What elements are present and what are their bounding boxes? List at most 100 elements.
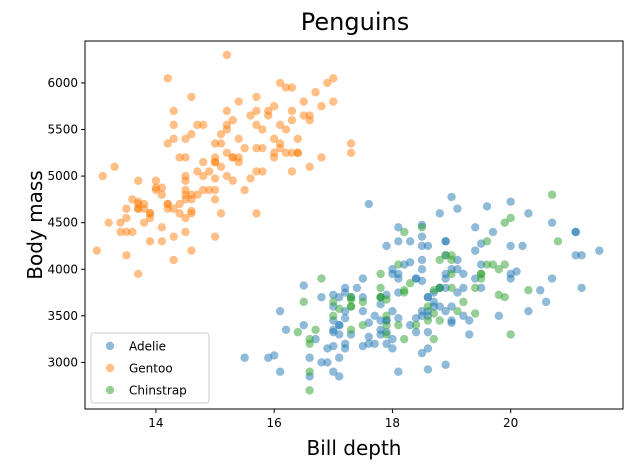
data-point-chinstrap <box>500 218 509 227</box>
data-point-chinstrap <box>423 302 433 311</box>
data-point-gentoo <box>216 209 226 218</box>
legend-marker-chinstrap <box>105 385 115 395</box>
data-point-adelie <box>340 313 350 323</box>
data-point-gentoo <box>128 227 137 237</box>
data-point-chinstrap <box>376 283 385 293</box>
data-point-gentoo <box>329 74 338 83</box>
ticks-layer: 14 16 18 20 3000 3500 4000 4500 5000 5500 6000 <box>47 76 518 430</box>
data-point-adelie <box>471 246 480 255</box>
data-point-adelie <box>465 330 474 339</box>
data-point-gentoo <box>134 197 143 206</box>
data-point-gentoo <box>240 143 249 153</box>
data-point-gentoo <box>98 171 107 181</box>
data-point-adelie <box>394 313 403 323</box>
data-point-adelie <box>512 267 521 276</box>
data-point-chinstrap <box>506 330 515 339</box>
series-adelie <box>240 192 604 381</box>
data-point-adelie <box>476 283 486 293</box>
data-point-adelie <box>423 327 433 337</box>
data-point-gentoo <box>311 88 320 97</box>
x-tick-label: 20 <box>503 416 518 430</box>
data-point-adelie <box>352 283 362 293</box>
data-point-gentoo <box>187 129 196 139</box>
data-point-chinstrap <box>358 297 368 307</box>
data-point-adelie <box>577 251 586 260</box>
data-point-gentoo <box>151 176 161 185</box>
data-point-gentoo <box>222 120 232 130</box>
data-point-gentoo <box>169 120 178 130</box>
data-point-adelie <box>494 311 504 321</box>
data-point-gentoo <box>175 209 184 218</box>
data-point-chinstrap <box>358 320 368 330</box>
data-point-adelie <box>317 358 326 367</box>
y-tick-label: 4000 <box>47 262 78 276</box>
data-point-adelie <box>541 297 551 307</box>
data-point-adelie <box>547 274 557 283</box>
data-point-chinstrap <box>411 320 421 330</box>
data-point-adelie <box>471 223 480 232</box>
data-point-adelie <box>382 241 391 251</box>
data-point-gentoo <box>104 218 113 227</box>
data-point-adelie <box>453 204 462 213</box>
data-point-gentoo <box>181 153 190 162</box>
x-tick-label: 16 <box>267 416 282 430</box>
data-point-adelie <box>329 325 338 335</box>
data-point-adelie <box>299 281 308 290</box>
data-point-gentoo <box>204 185 214 195</box>
data-point-gentoo <box>157 223 167 232</box>
data-point-adelie <box>447 192 456 202</box>
data-point-gentoo <box>269 134 279 144</box>
data-point-chinstrap <box>547 190 557 199</box>
data-point-chinstrap <box>299 297 308 307</box>
data-point-gentoo <box>240 185 249 195</box>
data-point-adelie <box>471 274 480 283</box>
data-point-chinstrap <box>482 260 492 269</box>
legend-box <box>90 332 210 404</box>
legend: Adelie Gentoo Chinstrap <box>90 332 210 404</box>
data-point-gentoo <box>258 143 267 153</box>
data-point-gentoo <box>252 167 261 176</box>
data-point-gentoo <box>281 148 291 157</box>
data-point-gentoo <box>145 237 155 246</box>
legend-label-gentoo: Gentoo <box>129 362 173 376</box>
data-point-adelie <box>524 209 533 218</box>
data-point-gentoo <box>210 195 220 204</box>
data-point-chinstrap <box>329 311 338 321</box>
data-point-gentoo <box>193 190 202 199</box>
data-point-adelie <box>370 311 379 321</box>
data-point-adelie <box>441 306 450 316</box>
data-point-gentoo <box>305 162 314 171</box>
data-point-gentoo <box>269 102 279 111</box>
data-point-adelie <box>417 348 427 358</box>
data-point-gentoo <box>139 204 149 213</box>
data-point-adelie <box>335 320 344 330</box>
data-point-chinstrap <box>346 295 356 304</box>
data-point-gentoo <box>134 269 143 279</box>
data-point-gentoo <box>228 153 237 162</box>
data-point-adelie <box>305 353 314 362</box>
data-point-chinstrap <box>447 269 456 279</box>
data-point-gentoo <box>210 157 220 167</box>
data-point-adelie <box>423 241 433 251</box>
data-point-chinstrap <box>305 367 314 376</box>
legend-marker-adelie <box>105 341 115 351</box>
data-point-adelie <box>358 306 368 316</box>
data-point-adelie <box>524 306 533 316</box>
data-point-gentoo <box>116 227 125 237</box>
data-point-gentoo <box>317 102 326 111</box>
data-point-gentoo <box>181 227 190 237</box>
data-point-adelie <box>518 241 527 251</box>
data-point-gentoo <box>234 97 243 106</box>
data-point-gentoo <box>181 134 190 144</box>
data-point-gentoo <box>258 167 267 176</box>
data-point-gentoo <box>275 143 285 153</box>
data-point-adelie <box>571 227 580 237</box>
data-point-gentoo <box>287 83 297 92</box>
data-point-adelie <box>405 237 415 246</box>
data-point-adelie <box>435 209 444 218</box>
data-point-gentoo <box>216 139 226 148</box>
data-point-gentoo <box>187 246 196 255</box>
data-point-gentoo <box>116 218 125 227</box>
data-point-adelie <box>506 197 515 206</box>
data-point-gentoo <box>287 167 297 176</box>
